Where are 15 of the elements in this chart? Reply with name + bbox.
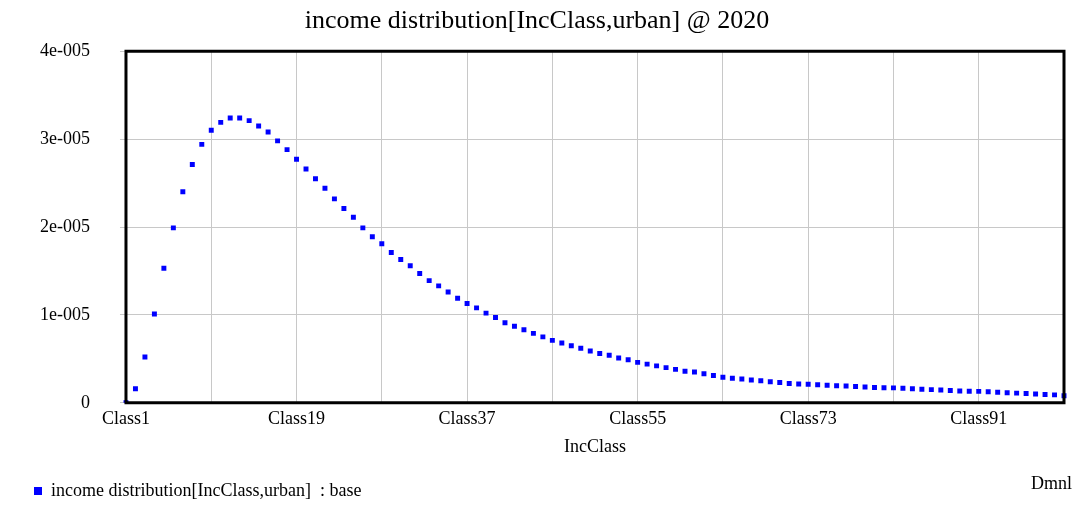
x-tick-label: Class37 [438,408,496,429]
chart-title: income distribution[IncClass,urban] @ 2020 [304,5,770,35]
y-tick-label: 3e-005 [40,127,90,148]
x-tick-label: Class55 [609,408,667,429]
y-tick-label: 2e-005 [40,215,90,236]
legend-label: income distribution[IncClass,urban] : base [51,479,362,500]
y-tick-label: 0 [80,391,90,412]
x-tick-label: Class19 [268,408,326,429]
x-tick-label: Class91 [950,408,1008,429]
x-tick-label: Class73 [779,408,837,429]
text: Dmnl [1030,472,1072,493]
y-tick-label: 4e-005 [40,39,90,60]
y-tick-label: 1e-005 [40,303,90,324]
x-tick-label: Class1 [101,408,150,429]
x-axis-title: IncClass [563,435,626,456]
